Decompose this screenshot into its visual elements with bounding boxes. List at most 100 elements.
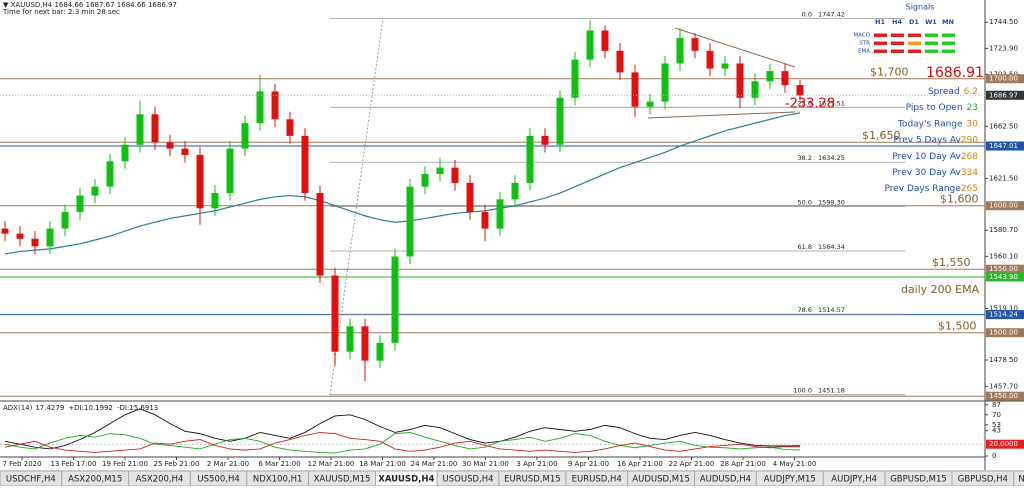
fib-anchor	[329, 17, 384, 396]
candle-body	[391, 256, 399, 343]
adx-line	[4, 408, 801, 450]
adx-tick-label: 0	[992, 452, 996, 460]
candle-body	[376, 342, 384, 361]
tab-label[interactable]: GBPUSD,M15	[890, 475, 947, 485]
candle-body	[691, 38, 699, 51]
x-tick-label: 16 Apr 21:00	[617, 460, 663, 468]
level-tag: 1450.00	[989, 392, 1018, 400]
signal-row: STR	[859, 41, 870, 47]
x-tick-label: 28 Apr 21:00	[720, 460, 766, 468]
signal-dash	[908, 49, 921, 53]
candle-body	[316, 193, 324, 276]
level-tag: 1700.00	[989, 75, 1018, 83]
candle-body	[76, 195, 84, 213]
candle-body	[661, 63, 669, 102]
candle-body	[1, 228, 9, 234]
info-name: Prev Days Range	[884, 184, 961, 194]
candle-body	[751, 81, 759, 98]
adx-line	[4, 431, 801, 453]
tab-label[interactable]: ASX200,H4	[136, 475, 184, 485]
signal-dash	[874, 41, 887, 45]
fib-price: 1747.42	[818, 11, 845, 19]
tab-label[interactable]: EURUSD,M15	[504, 475, 561, 485]
fib-ratio: 78.6	[798, 306, 812, 314]
tab-label[interactable]: NZDUSD,M15	[1018, 475, 1024, 485]
candle-body	[121, 144, 129, 162]
candle-body	[46, 228, 54, 247]
trendline-lower	[647, 111, 796, 119]
adx-tick-label: 53	[992, 421, 1001, 429]
fib-price: 1677.51	[818, 99, 845, 107]
level-tag: 1647.01	[989, 142, 1018, 150]
candle-body	[511, 182, 519, 200]
candle-body	[361, 326, 369, 361]
current-price: 1686.97	[989, 91, 1018, 99]
tab-label[interactable]: USOUSD,H4	[443, 475, 494, 485]
tab-label[interactable]: ASX200,M15	[68, 475, 122, 485]
candle-body	[736, 63, 744, 98]
adx-value: 15.6913	[129, 404, 158, 412]
tab-label[interactable]: AUDUSD,H4	[700, 475, 751, 485]
signal-column: H1	[875, 18, 885, 26]
level-tag: 1514.24	[989, 311, 1018, 319]
info-row: Today's Range 30	[897, 119, 978, 129]
candle-body	[496, 199, 504, 229]
signal-dash	[925, 49, 938, 53]
signal-column: MN	[942, 18, 954, 26]
candle-body	[766, 71, 774, 82]
y-tick-label: 1621.50	[989, 174, 1018, 182]
y-tick-label: 1744.50	[989, 18, 1018, 26]
tab-label[interactable]: USDCHF,H4	[6, 475, 56, 485]
info-value: 268	[961, 151, 978, 161]
x-tick-label: 13 Feb 17:00	[51, 460, 97, 468]
tab-label[interactable]: EURUSD,H4	[572, 475, 622, 485]
candle-body	[676, 38, 684, 64]
info-name: Prev 10 Day Av	[892, 151, 961, 161]
tab-label[interactable]: AUDJPY,H4	[831, 475, 877, 485]
y-tick-label: 1580.70	[989, 226, 1018, 234]
tab-label[interactable]: NDX100,H1	[253, 475, 302, 485]
y-tick-label: 1457.70	[989, 382, 1018, 390]
info-name: Pips to Open	[906, 103, 963, 113]
level-text: $1,650	[862, 129, 901, 142]
tab-label[interactable]: AUDUSD,M15	[632, 475, 690, 485]
signal-dash	[925, 33, 938, 37]
level-text: $1,550	[932, 256, 971, 269]
x-tick-label: 2 Mar 21:00	[207, 460, 249, 468]
signal-dash	[891, 33, 904, 37]
tab-label[interactable]: XAUUSD,H4	[378, 475, 434, 485]
level-tag-bg	[986, 310, 1024, 320]
adx-name: +DI:	[68, 404, 84, 412]
tab[interactable]	[1013, 470, 1024, 487]
x-tick-label: 25 Feb 21:00	[154, 460, 200, 468]
x-tick-label: 18 Mar 21:00	[359, 460, 406, 468]
info-row: Prev 10 Day Av268	[892, 151, 978, 161]
fib-ratio: 100.0	[793, 387, 812, 395]
tab-label[interactable]: GBPUSD,H4	[958, 475, 1008, 485]
tab-label[interactable]: XAUUSD,M15	[314, 475, 371, 485]
signals-title: Signals	[906, 3, 935, 12]
level-tag-bg	[986, 201, 1024, 211]
level-tag: 1550.00	[989, 265, 1018, 273]
adx-level-label: 20.0000	[989, 440, 1018, 448]
timer: Time for next bar: 2:3 min 28 sec	[2, 8, 120, 16]
tab-label[interactable]: AUDJPY,M15	[764, 475, 816, 485]
candle-body	[166, 142, 174, 149]
signal-dash	[891, 49, 904, 53]
candle-body	[241, 123, 249, 149]
tab-label[interactable]: US500,H4	[197, 475, 239, 485]
level-tag-bg	[986, 141, 1024, 151]
chart-layer: 1744.501723.901703.501662.501621.501580.…	[0, 11, 1024, 487]
y-tick-label: 1662.50	[989, 122, 1018, 130]
candle-body	[451, 167, 459, 183]
fib-ratio: 0.0	[802, 11, 812, 19]
candle-body	[586, 30, 594, 60]
adx-line	[4, 431, 801, 454]
candle-body	[286, 119, 294, 136]
candle-body	[466, 182, 474, 213]
level-text: $1,500	[938, 320, 977, 333]
moving-average	[4, 112, 801, 255]
candle-body	[226, 148, 234, 194]
candle-body	[346, 326, 354, 352]
symbol-line: ▼ XAUUSD,H4 1684.66 1687.67 1684.66 1686…	[3, 1, 177, 9]
